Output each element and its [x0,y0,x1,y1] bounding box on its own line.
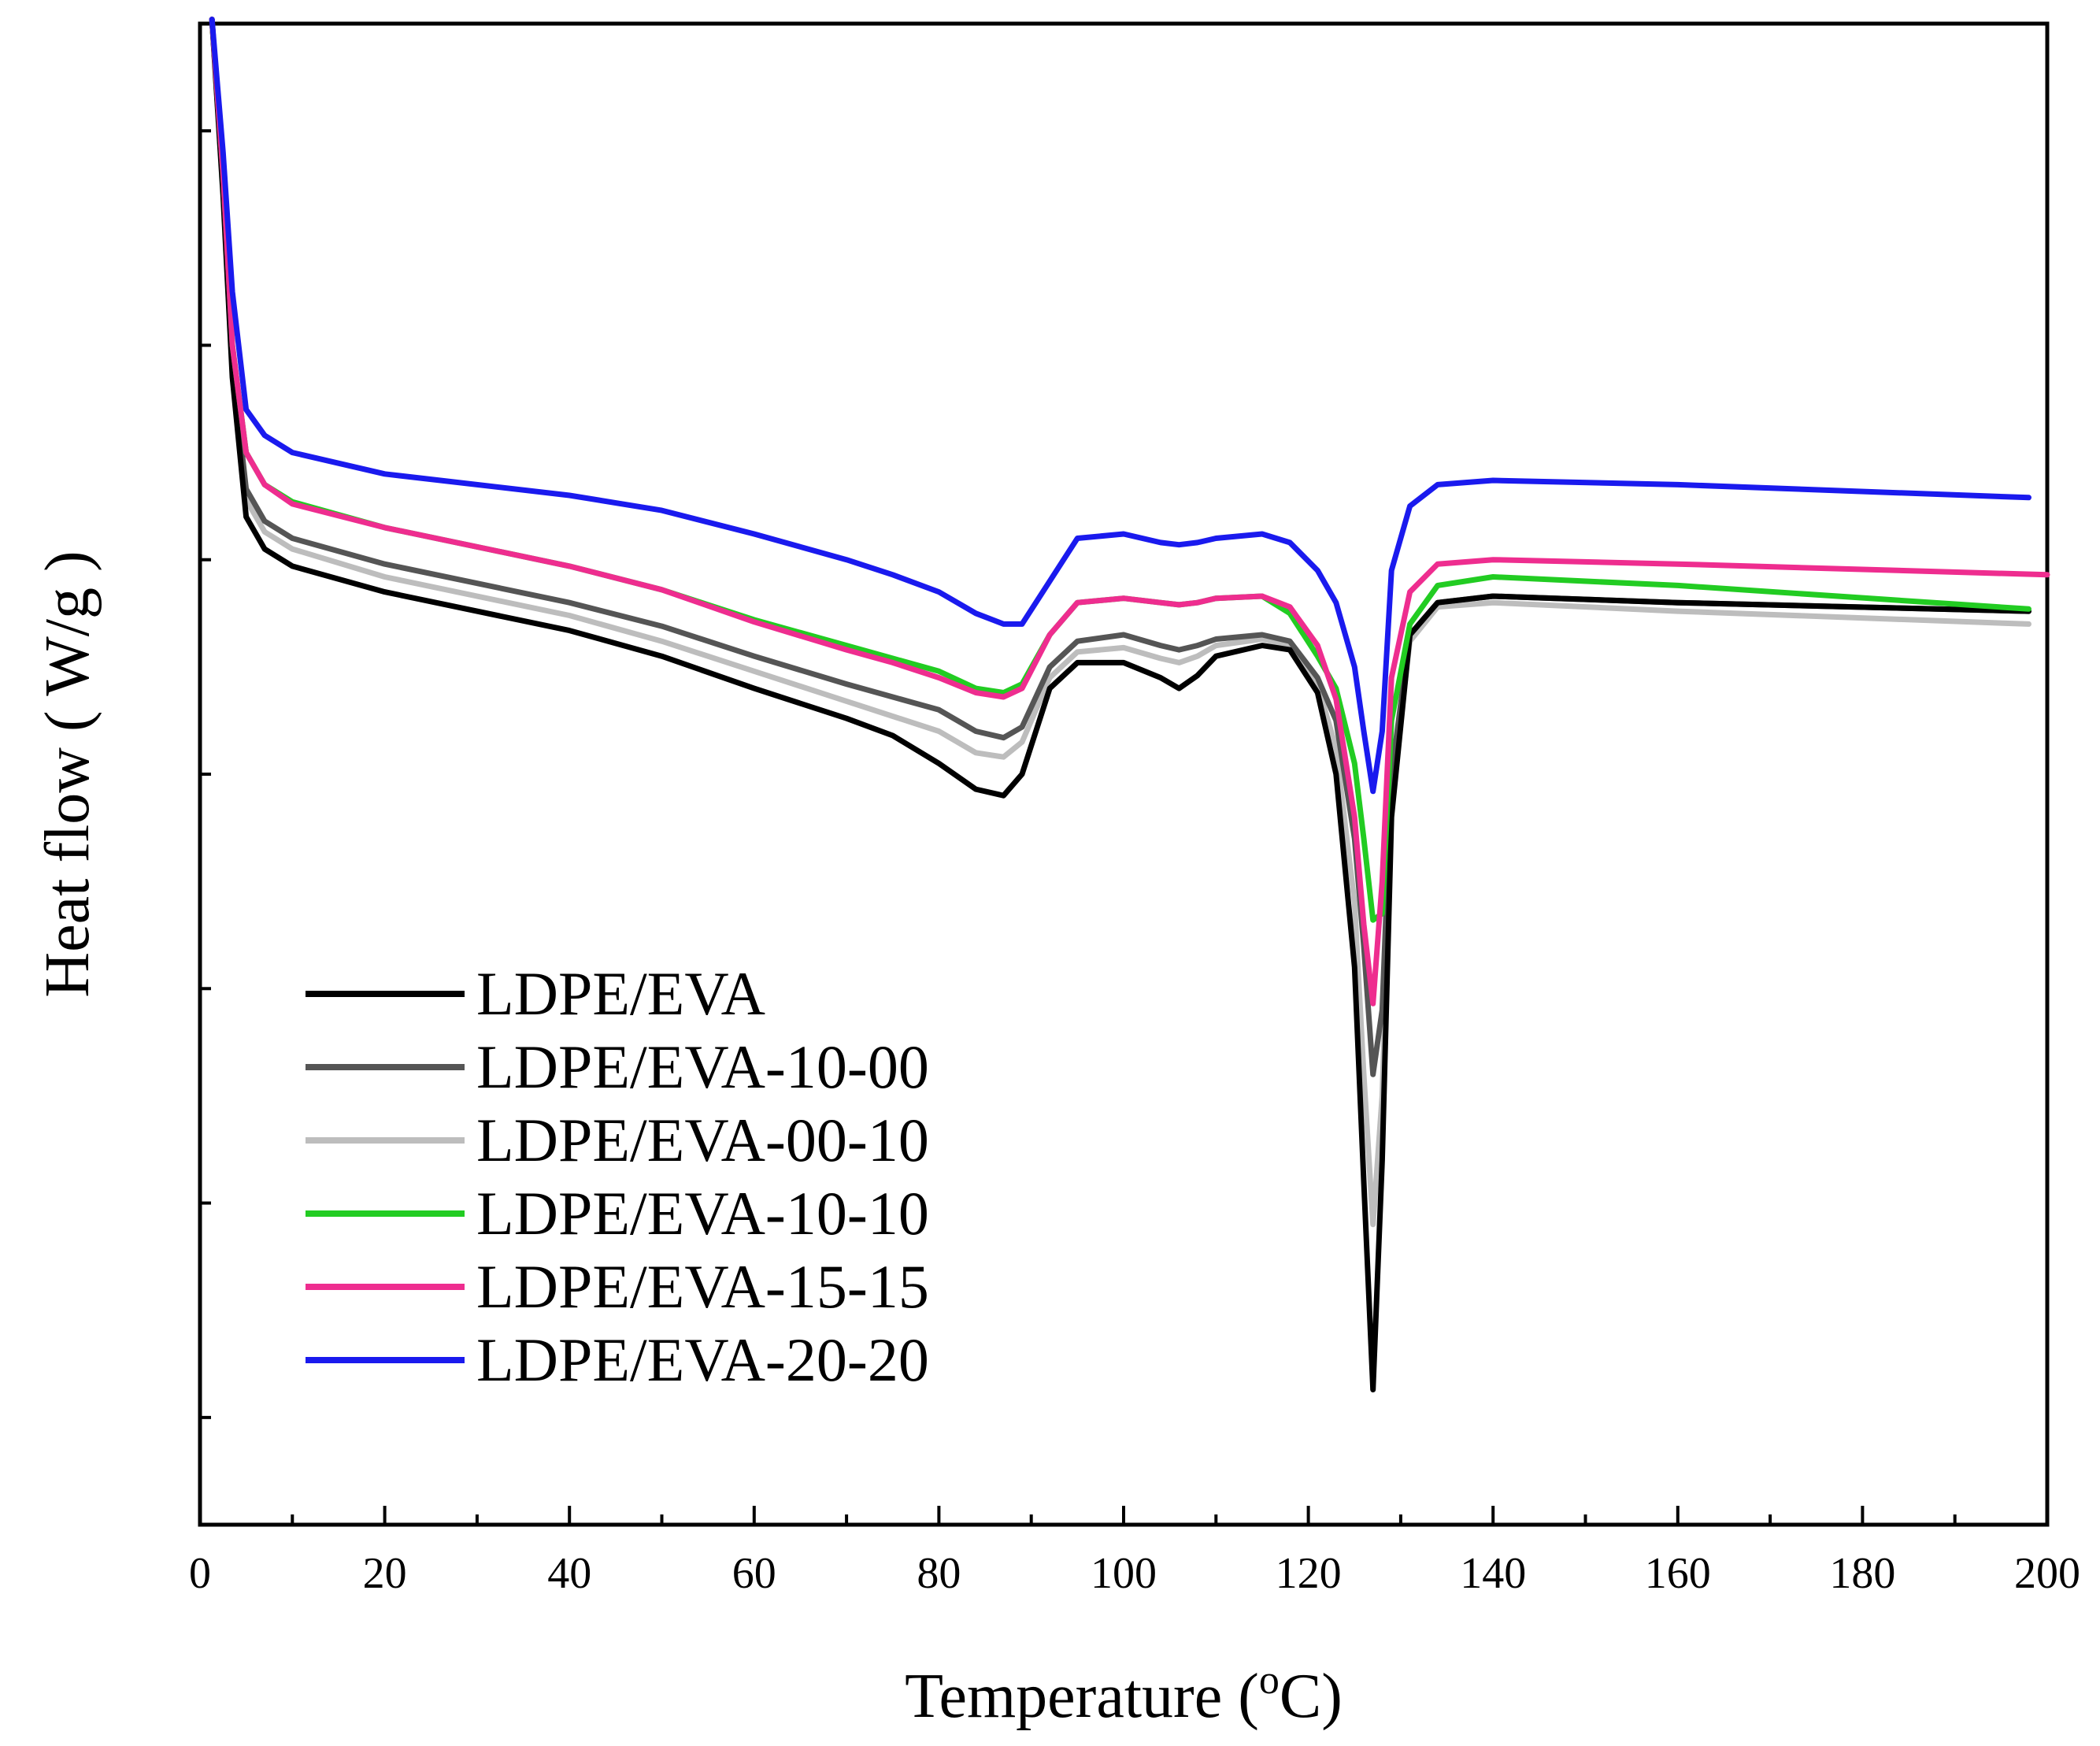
series-line-ldpe-eva-10-10 [209,17,2031,923]
legend-label: LDPE/EVA-10-10 [476,1179,929,1247]
legend-label: LDPE/EVA [476,959,765,1028]
axis-ticks: 0 20 40 60 80 100 120 140 160 180 200 [189,129,2080,1598]
x-tick-label: 140 [1460,1549,1526,1598]
legend-label: LDPE/EVA-15-15 [476,1252,929,1321]
x-tick-label: 200 [2014,1549,2080,1598]
y-axis-title: Heat flow ( W/g ) [33,550,102,997]
x-axis-title-main: Temperature ( [905,1662,1259,1731]
legend-label: LDPE/EVA-20-20 [476,1325,929,1394]
series-line-ldpe-eva-20-20 [209,17,2031,795]
x-tick-label: 40 [547,1549,591,1598]
legend: LDPE/EVALDPE/EVA-10-00LDPE/EVA-00-10LDPE… [306,959,929,1394]
series-lines [209,17,2050,1392]
legend-label: LDPE/EVA-00-10 [476,1106,929,1174]
x-tick-label: 60 [732,1549,776,1598]
x-tick-label: 160 [1645,1549,1711,1598]
x-tick-label: 180 [1829,1549,1895,1598]
series-line-ldpe-eva-10-00 [209,17,2031,1077]
x-tick-label: 100 [1091,1549,1157,1598]
series-line-ldpe-eva [209,17,2031,1392]
x-axis-title: Temperature (oC) [905,1658,1343,1731]
x-tick-label: 0 [189,1549,211,1598]
x-tick-label: 80 [917,1549,961,1598]
series-line-ldpe-eva-15-15 [209,17,2050,1006]
x-tick-label: 120 [1276,1549,1342,1598]
legend-label: LDPE/EVA-10-00 [476,1032,929,1101]
x-axis-title-end: C) [1280,1662,1343,1731]
x-tick-label: 20 [363,1549,407,1598]
x-axis-title-superscript: o [1259,1658,1280,1703]
